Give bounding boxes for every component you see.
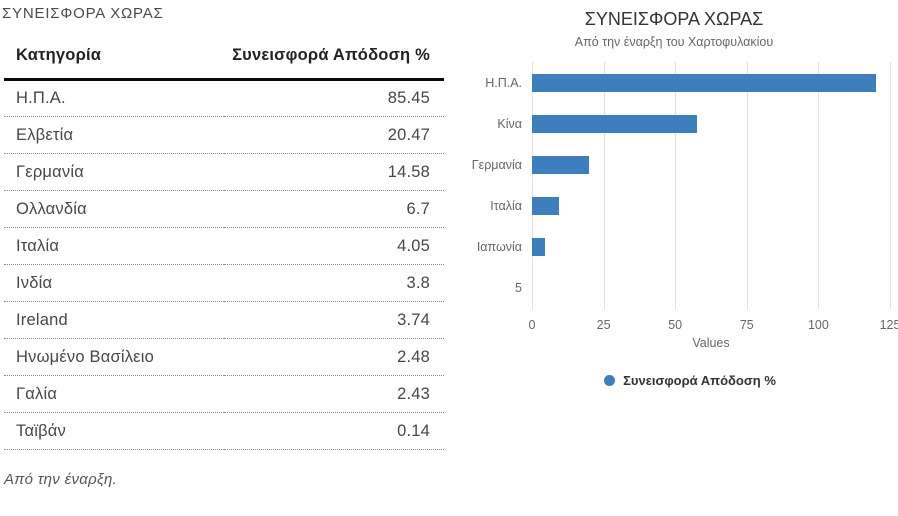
chart-legend[interactable]: Συνεισφορά Απόδοση %: [466, 373, 898, 388]
contribution-chart-section: ΣΥΝΕΙΣΦΟΡΑ ΧΩΡΑΣ Από την έναρξη του Χαρτ…: [450, 0, 898, 516]
cell-value: 0.14: [224, 412, 444, 450]
cell-value: 2.43: [224, 375, 444, 413]
table-row: Ταϊβάν 0.14: [4, 412, 444, 450]
chart-subtitle: Από την έναρξη του Χαρτοφυλακίου: [574, 35, 774, 49]
cell-value: 3.74: [224, 301, 444, 339]
table-row: Ιταλία 4.05: [4, 227, 444, 265]
x-axis-title: Values: [692, 336, 730, 350]
cell-category: Ηνωμένο Βασίλειο: [4, 338, 224, 376]
cell-value: 20.47: [224, 116, 444, 154]
cell-value: 14.58: [224, 153, 444, 191]
cell-category: Η.Π.Α.: [4, 79, 224, 117]
gridline: [746, 62, 748, 309]
cell-value: 4.05: [224, 227, 444, 265]
category-label: Ιαπωνία: [476, 240, 522, 255]
legend-label: Συνεισφορά Απόδοση %: [623, 373, 776, 388]
category-label: 5: [515, 281, 522, 296]
table-footnote: Από την έναρξη.: [4, 471, 118, 488]
x-tick-label: 125: [879, 318, 898, 332]
x-tick-label: 0: [528, 318, 536, 332]
x-tick-label: 75: [739, 318, 754, 332]
column-header-category: Κατηγορία: [16, 46, 102, 64]
category-label: Γερμανία: [471, 157, 522, 172]
chart-row: Ιαπωνία: [477, 227, 890, 268]
chart-row: Ιταλία: [490, 185, 890, 226]
cell-category: Ταϊβάν: [4, 412, 224, 450]
x-tick-label: 100: [807, 318, 829, 332]
bar-Κίνα[interactable]: [532, 114, 697, 133]
cell-category: Γαλία: [4, 375, 224, 413]
chart-row: Γερμανία: [472, 144, 890, 185]
cell-value: 2.48: [224, 338, 444, 376]
cell-category: Ολλανδία: [4, 190, 224, 228]
chart-row: 5: [515, 268, 890, 309]
table-row: Ελβετία 20.47: [4, 116, 444, 154]
gridline: [675, 62, 677, 309]
bar-Ιαπωνία[interactable]: [532, 238, 545, 257]
table-row: Γαλία 2.43: [4, 375, 444, 413]
chart-title: ΣΥΝΕΙΣΦΟΡΑ ΧΩΡΑΣ: [584, 9, 764, 29]
chart-row: Η.Π.Α.: [485, 62, 890, 103]
bar-Η.Π.Α.[interactable]: [532, 73, 876, 92]
gridline: [890, 62, 891, 309]
gridline: [603, 62, 605, 309]
table-row: Ηνωμένο Βασίλειο 2.48: [4, 338, 444, 376]
cell-value: 3.8: [224, 264, 444, 302]
category-label: Κίνα: [497, 116, 522, 131]
category-label: Η.Π.Α.: [485, 75, 522, 90]
gridline: [532, 62, 533, 309]
chart-row: Κίνα: [497, 103, 890, 144]
table-header-row: Κατηγορία Συνεισφορά Απόδοση %: [4, 35, 444, 80]
x-tick-label: 50: [668, 318, 683, 332]
contribution-table: Κατηγορία Συνεισφορά Απόδοση % Η.Π.Α. 85.…: [4, 35, 444, 450]
table-row: Ινδία 3.8: [4, 264, 444, 302]
cell-value: 6.7: [224, 190, 444, 228]
cell-category: Ινδία: [4, 264, 224, 302]
cell-category: Ιταλία: [4, 227, 224, 265]
table-row: Η.Π.Α. 85.45: [4, 79, 444, 117]
table-row: Ireland 3.74: [4, 301, 444, 339]
x-axis: 0 25 50 75 100 125: [528, 318, 898, 333]
table-row: Γερμανία 14.58: [4, 153, 444, 191]
table-title: ΣΥΝΕΙΣΦΟΡΑ ΧΩΡΑΣ: [2, 5, 164, 22]
category-label: Ιταλία: [490, 199, 522, 214]
table-row: Ολλανδία 6.7: [4, 190, 444, 228]
cell-category: Ελβετία: [4, 116, 224, 154]
contribution-table-section: ΣΥΝΕΙΣΦΟΡΑ ΧΩΡΑΣ Κατηγορία Συνεισφορά Απ…: [0, 0, 450, 488]
column-header-contribution: Συνεισφορά Απόδοση %: [232, 46, 430, 64]
cell-category: Ireland: [4, 301, 224, 339]
cell-value: 85.45: [224, 79, 444, 117]
bar-Ιταλία[interactable]: [532, 197, 560, 216]
gridline: [818, 62, 820, 309]
bar-chart-plot-area: Η.Π.Α. Κίνα Γερμανία Ιταλία Ιαπωνία 5: [472, 62, 891, 309]
x-tick-label: 25: [596, 318, 611, 332]
legend-marker-icon: [604, 375, 616, 386]
bar-Γερμανία[interactable]: [532, 155, 590, 174]
cell-category: Γερμανία: [4, 153, 224, 191]
